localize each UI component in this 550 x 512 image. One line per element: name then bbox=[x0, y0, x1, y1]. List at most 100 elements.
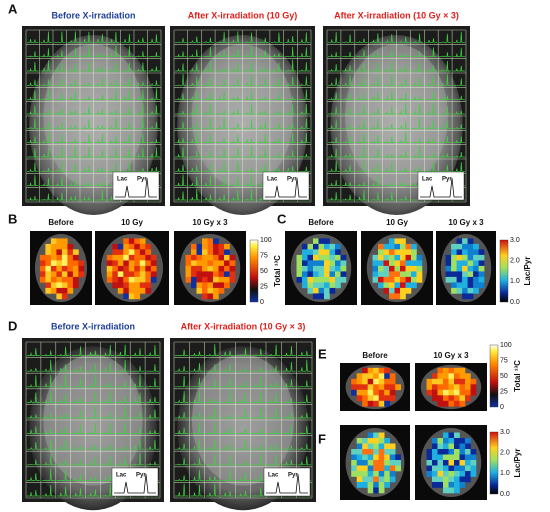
map-voxel bbox=[448, 378, 455, 385]
map-voxel bbox=[459, 389, 466, 396]
map-voxel bbox=[478, 249, 485, 256]
map-voxel bbox=[351, 384, 357, 391]
map-voxel bbox=[117, 243, 124, 250]
map-voxel bbox=[394, 243, 401, 250]
map-voxel bbox=[416, 265, 423, 272]
map-voxel bbox=[196, 260, 203, 267]
map-voxel bbox=[448, 460, 455, 466]
map-voxel bbox=[437, 400, 444, 407]
voxel-grid bbox=[326, 29, 467, 203]
map-voxel bbox=[389, 476, 396, 483]
colorbar-tick: 2.0 bbox=[510, 258, 520, 265]
inset-lac: Lac bbox=[267, 177, 278, 183]
map-voxel bbox=[218, 282, 225, 289]
image-title: Before X-irradiation bbox=[51, 321, 135, 331]
map-voxel bbox=[191, 265, 197, 272]
colorbar bbox=[249, 239, 259, 303]
map-voxel bbox=[405, 254, 412, 261]
map-voxel bbox=[67, 254, 74, 261]
map-voxel bbox=[329, 276, 336, 283]
map-voxel bbox=[400, 271, 406, 278]
map-voxel bbox=[459, 378, 466, 385]
map-voxel bbox=[207, 287, 214, 294]
map-voxel bbox=[373, 438, 379, 444]
map-voxel bbox=[367, 454, 374, 461]
map-voxel bbox=[224, 249, 230, 256]
map-voxel bbox=[351, 460, 357, 466]
map-voxel bbox=[50, 238, 57, 245]
map-voxel bbox=[451, 287, 457, 294]
map-voxel bbox=[356, 465, 363, 472]
map-voxel bbox=[378, 378, 385, 385]
map-voxel bbox=[473, 254, 479, 261]
map-voxel bbox=[296, 265, 303, 272]
map-voxel bbox=[367, 373, 374, 380]
map-voxel bbox=[394, 265, 401, 272]
map-voxel bbox=[202, 260, 208, 267]
map-voxel bbox=[459, 471, 466, 477]
map-voxel bbox=[139, 276, 146, 283]
map-voxel bbox=[329, 282, 336, 289]
map-voxel bbox=[459, 454, 466, 461]
map-voxel bbox=[389, 271, 395, 278]
map-voxel bbox=[459, 367, 466, 374]
map-voxel bbox=[145, 271, 152, 278]
map-voxel bbox=[324, 276, 330, 283]
map-voxel bbox=[426, 389, 433, 396]
map-voxel bbox=[454, 432, 460, 439]
map-voxel bbox=[45, 282, 52, 289]
inset-spectrum bbox=[266, 473, 308, 494]
map-voxel bbox=[384, 400, 390, 407]
map-voxel bbox=[56, 293, 63, 300]
map-voxel bbox=[362, 395, 368, 402]
map-voxel bbox=[411, 276, 417, 283]
map-voxel bbox=[389, 287, 395, 294]
map-voxel bbox=[400, 293, 406, 300]
map-voxel bbox=[112, 276, 119, 283]
map-voxel bbox=[465, 476, 471, 483]
spectrum-inset bbox=[417, 171, 465, 201]
map-voxel bbox=[426, 384, 433, 391]
map-voxel bbox=[128, 265, 135, 272]
map-voxel bbox=[389, 373, 396, 380]
map-voxel bbox=[395, 460, 401, 466]
map-voxel bbox=[202, 287, 208, 294]
map-voxel bbox=[202, 238, 208, 245]
map-voxel bbox=[454, 384, 460, 391]
voxel-grid bbox=[173, 341, 313, 499]
colorbar bbox=[489, 344, 499, 408]
map-voxel bbox=[72, 271, 79, 278]
colorbar-tick: 25 bbox=[260, 283, 268, 290]
map-voxel bbox=[411, 243, 417, 250]
map-voxel bbox=[456, 287, 463, 294]
map-voxel bbox=[456, 249, 463, 256]
map-voxel bbox=[56, 276, 63, 283]
map-voxel bbox=[389, 378, 396, 385]
colorbar-tick: 3.0 bbox=[510, 237, 520, 244]
map-voxel bbox=[378, 249, 384, 256]
map-voxel bbox=[443, 482, 449, 488]
map-voxel bbox=[384, 449, 390, 455]
map-voxel bbox=[318, 265, 325, 272]
map-voxel bbox=[459, 476, 466, 483]
map-voxel bbox=[302, 265, 308, 272]
map-voxel bbox=[117, 282, 124, 289]
map-voxel bbox=[443, 378, 449, 385]
map-voxel bbox=[78, 260, 85, 267]
map-voxel bbox=[384, 438, 390, 444]
map-voxel bbox=[372, 260, 379, 267]
map-voxel bbox=[384, 476, 390, 483]
map-voxel bbox=[432, 384, 438, 391]
map-voxel bbox=[426, 460, 433, 466]
map-voxel bbox=[470, 465, 477, 472]
map-voxel bbox=[351, 454, 357, 461]
map-voxel bbox=[411, 282, 417, 289]
map-voxel bbox=[456, 254, 463, 261]
map-voxel bbox=[467, 282, 474, 289]
map-voxel bbox=[416, 254, 423, 261]
map-voxel bbox=[307, 271, 314, 278]
map-voxel bbox=[356, 460, 363, 466]
image-title: Before X-irradiation bbox=[51, 10, 135, 20]
map-voxel bbox=[470, 460, 477, 466]
inset-lac: Lac bbox=[422, 177, 433, 183]
